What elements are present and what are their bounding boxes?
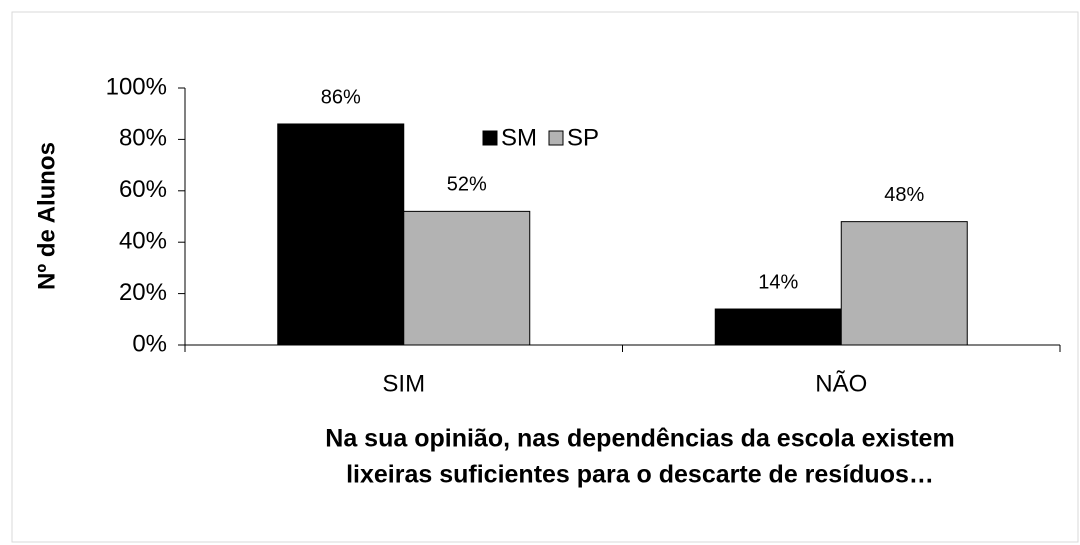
bar [403, 210, 531, 346]
x-axis-title: Na sua opinião, nas dependências da esco… [325, 425, 954, 453]
data-label: 14% [758, 271, 798, 293]
legend-swatch [482, 130, 498, 146]
chart-frame [11, 11, 1079, 543]
y-tick-label: 0% [132, 330, 167, 357]
legend-label: SP [567, 124, 599, 151]
x-axis-title: lixeiras suficientes para o descarte de … [346, 461, 934, 489]
legend-swatch [548, 130, 564, 146]
data-label: 48% [884, 184, 924, 206]
bar [714, 308, 842, 346]
x-tick-label: SIM [382, 370, 425, 397]
x-tick-label: NÃO [815, 370, 867, 397]
data-label: 86% [321, 86, 361, 108]
y-tick-label: 100% [106, 73, 167, 100]
legend-label: SM [501, 124, 537, 151]
y-tick-label: 20% [119, 279, 167, 306]
y-tick-label: 40% [119, 228, 167, 255]
bar [840, 221, 968, 346]
y-tick-label: 60% [119, 176, 167, 203]
y-axis-title: Nº de Alunos [33, 142, 60, 290]
y-tick-label: 80% [119, 125, 167, 152]
bar [277, 123, 405, 346]
data-label: 52% [447, 174, 487, 196]
